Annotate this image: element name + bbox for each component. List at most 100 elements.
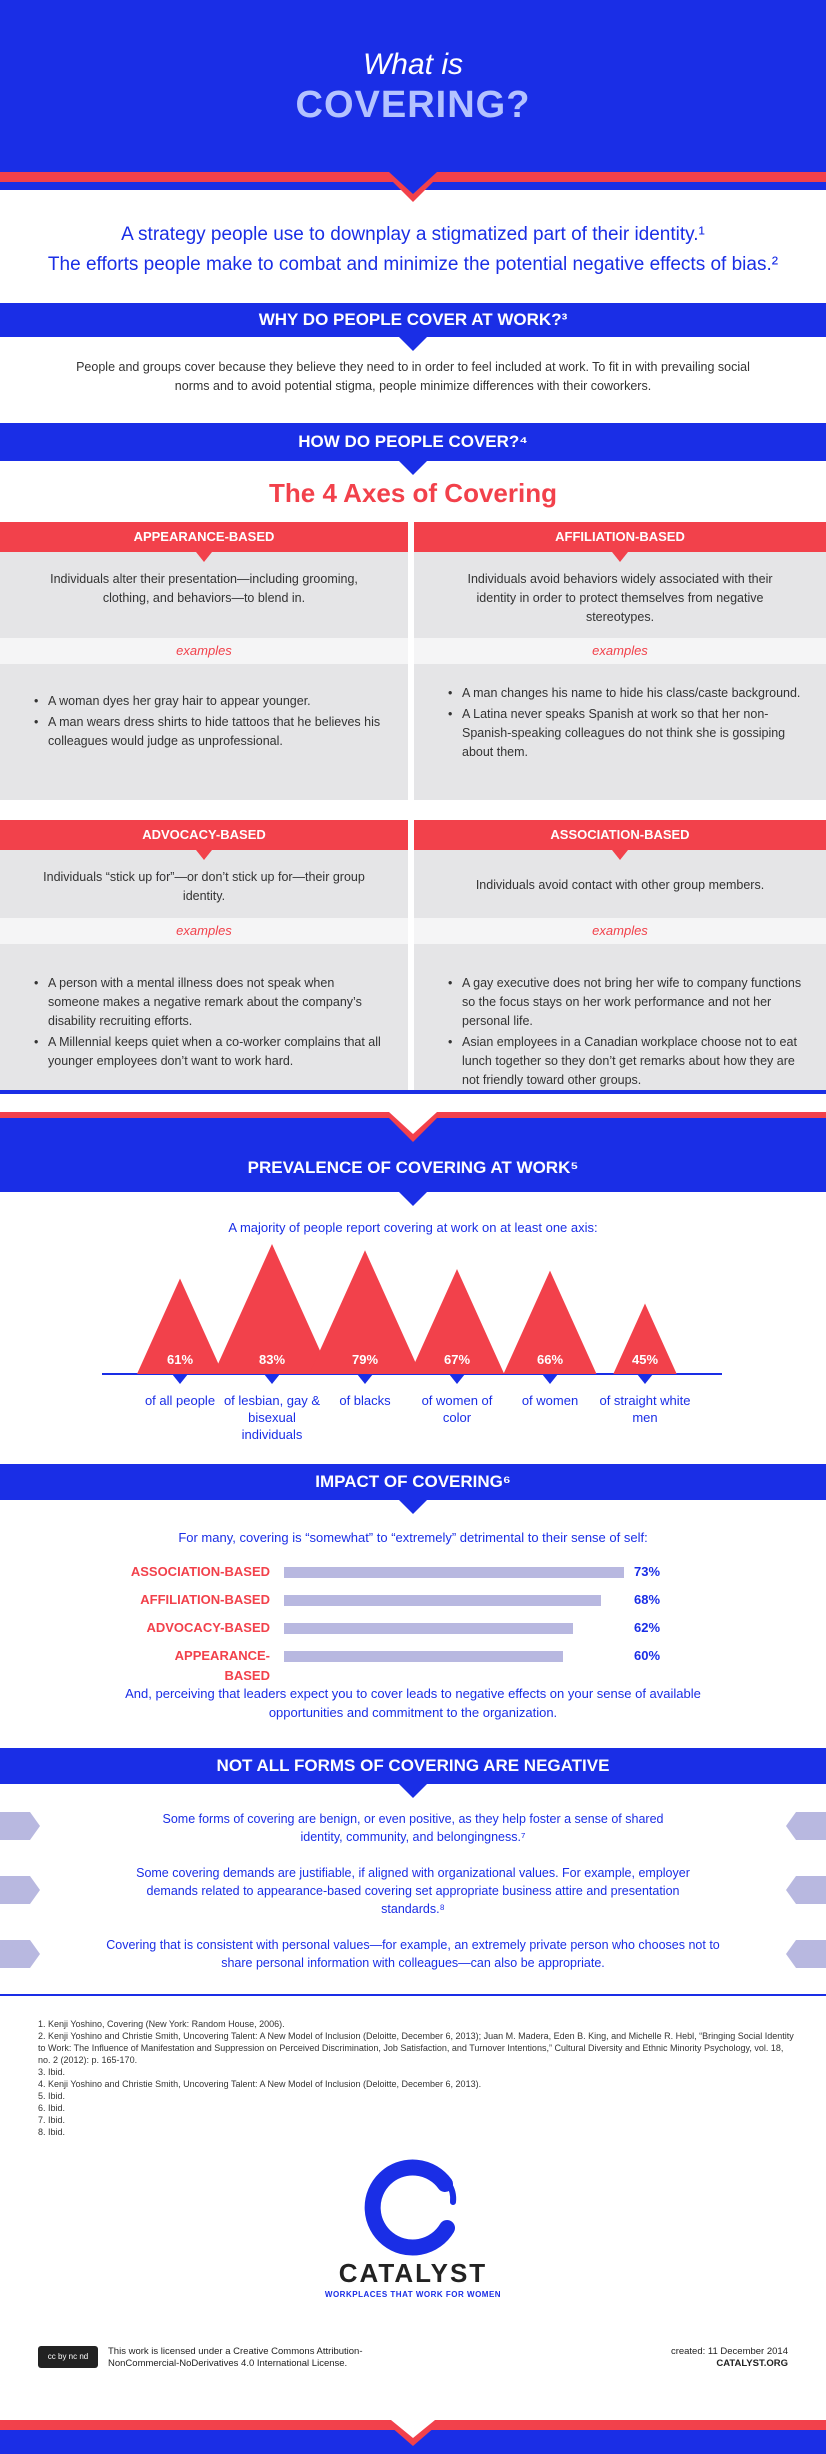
how-notch — [399, 461, 427, 475]
example-item: A man wears dress shirts to hide tattoos… — [34, 713, 386, 751]
prevalence-value: 83% — [258, 1352, 286, 1367]
prevalence-peaks — [102, 1244, 722, 1384]
prevalence-label: of all people — [144, 1393, 216, 1408]
axis-description: Individuals “stick up for”—or don’t stic… — [43, 870, 365, 903]
example-item: A woman dyes her gray hair to appear you… — [34, 692, 386, 711]
tab-right — [786, 1812, 826, 1840]
impact-heading: IMPACT OF COVERING⁶ — [0, 1464, 826, 1500]
impact-bar — [284, 1651, 564, 1662]
hero-title-line1: What is — [362, 48, 464, 81]
footnotes-divider — [0, 1994, 826, 1996]
prevalence-value: 67% — [443, 1352, 471, 1367]
axis-description: Individuals avoid contact with other gro… — [475, 878, 765, 892]
footnote: 4. Kenji Yoshino and Christie Smith, Unc… — [38, 2079, 482, 2089]
panel-pointer — [196, 850, 212, 860]
impact-intro: For many, covering is “somewhat” to “ext… — [178, 1530, 648, 1545]
negative-point-2: Some covering demands are justifiable, i… — [136, 1866, 690, 1916]
footnote: 1. Kenji Yoshino, Covering (New York: Ra… — [38, 2019, 285, 2029]
examples-label: examples — [414, 638, 826, 664]
panel-pointer — [196, 552, 212, 562]
example-item: A Millennial keeps quiet when a co-worke… — [34, 1033, 386, 1071]
impact-bar — [284, 1623, 573, 1634]
examples-list: A person with a mental illness does not … — [34, 974, 386, 1073]
axis-description: Individuals alter their presentation—inc… — [50, 572, 358, 605]
prevalence-label: of blacks — [339, 1393, 391, 1408]
axis-panel-advocacy: ADVOCACY-BASED Individuals “stick up for… — [0, 820, 408, 1090]
peak-marker — [172, 1374, 188, 1384]
panel-pointer — [612, 850, 628, 860]
peak-marker — [264, 1374, 280, 1384]
footnote: 7. Ibid. — [38, 2115, 66, 2125]
peak-marker — [637, 1374, 653, 1384]
tab-right — [786, 1940, 826, 1968]
impact-value: 62% — [634, 1620, 661, 1635]
peak-marker — [357, 1374, 373, 1384]
impact-row: APPEARANCE-BASED 60% — [130, 1646, 730, 1683]
axis-panel-appearance: APPEARANCE-BASED Individuals alter their… — [0, 522, 408, 800]
prevalence-peak — [613, 1303, 677, 1374]
divider — [0, 1090, 826, 1094]
impact-bar — [284, 1595, 601, 1606]
footnote: 6. Ibid. — [38, 2103, 66, 2113]
license-text: This work is licensed under a Creative C… — [108, 2346, 363, 2369]
example-item: A man changes his name to hide his class… — [448, 684, 804, 703]
axis-title: ADVOCACY-BASED — [0, 820, 408, 850]
prevalence-label: of women — [521, 1393, 579, 1408]
examples-list: A woman dyes her gray hair to appear you… — [34, 692, 386, 753]
impact-notch — [399, 1500, 427, 1514]
how-heading: HOW DO PEOPLE COVER?⁴ — [0, 423, 826, 461]
tab-right — [786, 1876, 826, 1904]
peak-marker — [449, 1374, 465, 1384]
why-heading: WHY DO PEOPLE COVER AT WORK?³ — [0, 303, 826, 337]
example-item: A gay executive does not bring her wife … — [448, 974, 804, 1031]
footnote: 5. Ibid. — [38, 2091, 66, 2101]
brand-name: CATALYST — [338, 2258, 488, 2288]
examples-label: examples — [0, 638, 408, 664]
tab-left — [0, 1940, 40, 1968]
negative-point-3: Covering that is consistent with persona… — [106, 1938, 720, 1970]
impact-label: APPEARANCE-BASED — [174, 1648, 270, 1683]
examples-label: examples — [0, 918, 408, 944]
axis-panel-association: ASSOCIATION-BASED Individuals avoid cont… — [414, 820, 826, 1090]
prevalence-peak — [309, 1250, 421, 1374]
catalyst-logo-mark — [364, 2159, 457, 2256]
examples-list: A man changes his name to hide his class… — [448, 684, 804, 764]
definitions: A strategy people use to downplay a stig… — [0, 220, 826, 280]
example-item: A person with a mental illness does not … — [34, 974, 386, 1031]
impact-value: 60% — [634, 1648, 661, 1663]
footnote: 3. Ibid. — [38, 2067, 66, 2077]
prevalence-heading: PREVALENCE OF COVERING AT WORK⁵ — [247, 1158, 579, 1177]
prevalence-intro: A majority of people report covering at … — [228, 1220, 598, 1235]
panel-pointer — [612, 552, 628, 562]
tab-left — [0, 1876, 40, 1904]
examples-label: examples — [414, 918, 826, 944]
example-item: Asian employees in a Canadian workplace … — [448, 1033, 804, 1090]
axes-title: The 4 Axes of Covering — [269, 478, 557, 508]
negative-notch — [399, 1784, 427, 1798]
definition-2: The efforts people make to combat and mi… — [47, 254, 779, 275]
impact-value: 73% — [634, 1564, 661, 1579]
example-item: A Latina never speaks Spanish at work so… — [448, 705, 804, 762]
hero-chevron — [383, 172, 443, 202]
negative-point-1: Some forms of covering are benign, or ev… — [162, 1812, 664, 1844]
site-link[interactable]: CATALYST.ORG — [716, 2358, 788, 2369]
axis-description: Individuals avoid behaviors widely assoc… — [467, 572, 773, 624]
prevalence-value: 61% — [166, 1352, 194, 1367]
prevalence-label: of straight white men — [599, 1393, 691, 1425]
footnote: 2. Kenji Yoshino and Christie Smith, Unc… — [38, 2031, 794, 2065]
prevalence-value: 66% — [536, 1352, 564, 1367]
negative-heading: NOT ALL FORMS OF COVERING ARE NEGATIVE — [0, 1748, 826, 1784]
definition-1: A strategy people use to downplay a stig… — [121, 224, 705, 245]
impact-row: ADVOCACY-BASED 62% — [130, 1618, 730, 1638]
hero-title-line2: COVERING? — [295, 84, 531, 126]
impact-label: ADVOCACY-BASED — [146, 1620, 270, 1635]
axis-title: ASSOCIATION-BASED — [414, 820, 826, 850]
prevalence-value: 79% — [351, 1352, 379, 1367]
footnotes: 1. Kenji Yoshino, Covering (New York: Ra… — [38, 2018, 798, 2138]
impact-outro: And, perceiving that leaders expect you … — [125, 1686, 701, 1720]
prevalence-notch — [399, 1192, 427, 1206]
why-text: People and groups cover because they bel… — [76, 360, 750, 393]
prevalence-peak — [409, 1269, 505, 1374]
impact-value: 68% — [634, 1592, 661, 1607]
prevalence-label: of women of color — [421, 1393, 493, 1425]
